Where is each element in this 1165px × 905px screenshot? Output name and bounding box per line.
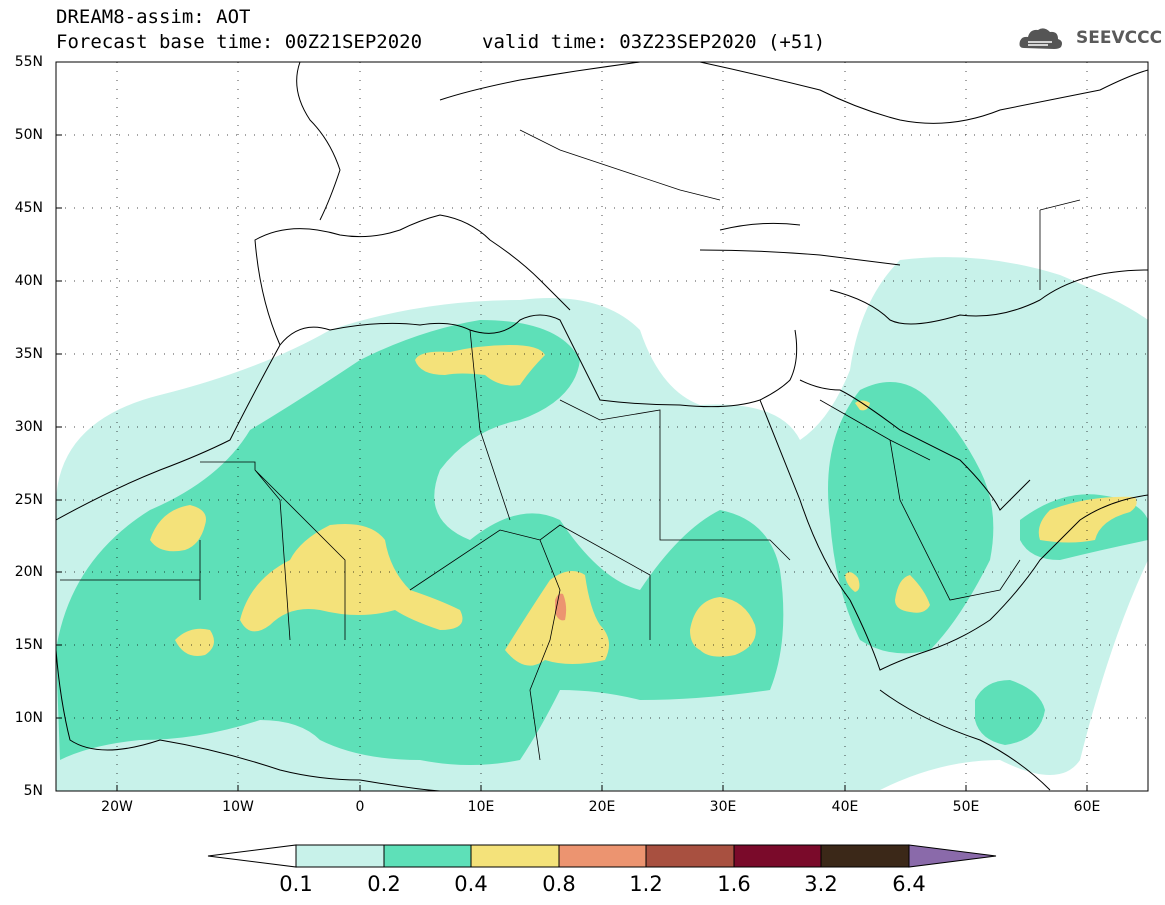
lon-label-10e: 10E [467, 799, 495, 815]
lat-label-30n: 30N [14, 419, 43, 435]
lat-label-20n: 20N [14, 564, 43, 580]
lat-label-45n: 45N [14, 200, 43, 216]
colorbar-label-0: 0.1 [279, 872, 313, 896]
colorbar-box-4 [645, 844, 735, 868]
lon-label-40e: 40E [831, 799, 859, 815]
lon-label-50e: 50E [952, 799, 980, 815]
lon-label-20w: 20W [101, 799, 133, 815]
colorbar-label-2: 0.4 [454, 872, 488, 896]
colorbar-label-4: 1.2 [629, 872, 663, 896]
lat-label-40n: 40N [14, 273, 43, 289]
lon-label-20e: 20E [588, 799, 616, 815]
lon-label-0: 0 [355, 799, 365, 815]
colorbar-box-5 [733, 844, 822, 868]
lat-label-25n: 25N [14, 492, 43, 508]
lat-label-15n: 15N [14, 637, 43, 653]
graticule [56, 62, 1148, 791]
colorbar-label-7: 6.4 [892, 872, 926, 896]
colorbar-box-0 [295, 844, 385, 868]
lat-label-35n: 35N [14, 346, 43, 362]
country-borders [60, 129, 1081, 761]
title: DREAM8-assim: AOT [56, 6, 251, 28]
colorbar-box-3 [558, 844, 647, 868]
logo-text: SEEVCCC [1076, 28, 1163, 48]
lon-label-30e: 30E [709, 799, 737, 815]
lat-label-10n: 10N [14, 710, 43, 726]
lat-label-50n: 50N [14, 127, 43, 143]
lat-label-55n: 55N [14, 54, 43, 70]
colorbar-high-arrow [908, 844, 997, 868]
colorbar-box-2 [470, 844, 560, 868]
lat-label-5n: 5N [23, 783, 43, 799]
colorbar-box-1 [383, 844, 472, 868]
lon-label-10w: 10W [222, 799, 254, 815]
aot-level-0.4 [150, 345, 1137, 666]
valid-time: valid time: 03Z23SEP2020 (+51) [482, 31, 826, 53]
seevccc-logo-icon [1019, 28, 1062, 49]
colorbar-label-5: 1.6 [717, 872, 751, 896]
coastlines [56, 62, 1148, 791]
forecast-base-time: Forecast base time: 00Z21SEP2020 [56, 31, 423, 53]
colorbar-label-6: 3.2 [804, 872, 838, 896]
colorbar-label-3: 0.8 [542, 872, 576, 896]
lon-label-60e: 60E [1073, 799, 1101, 815]
colorbar-low-arrow [207, 844, 297, 868]
colorbar-box-6 [820, 844, 910, 868]
colorbar-label-1: 0.2 [367, 872, 401, 896]
axis-ticks [56, 134, 1088, 791]
